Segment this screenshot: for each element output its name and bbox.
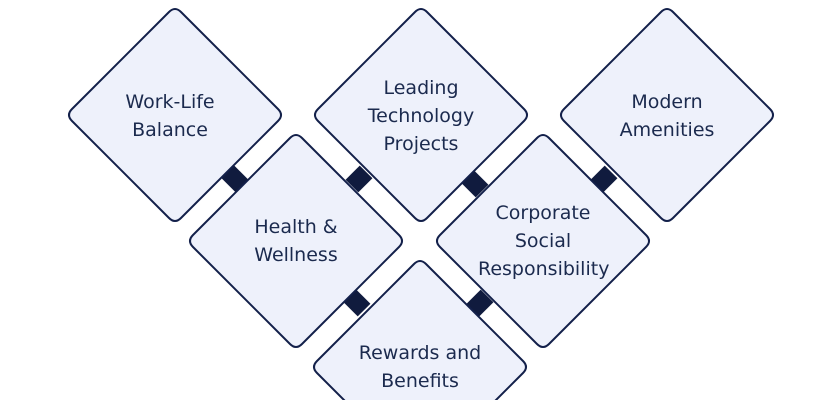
- tile-rewards-benefits: [313, 260, 527, 400]
- connector-rewards-corporate: [466, 289, 494, 317]
- tile-leading-technology-projects: [314, 8, 528, 222]
- tiles: [68, 8, 774, 400]
- connector-health-technology: [345, 165, 373, 193]
- label-health-wellness: Health & Wellness: [254, 216, 338, 266]
- label-corporate-social-responsibility: Corporate Social Responsibility: [478, 202, 610, 280]
- tile-modern-amenities: [560, 8, 774, 222]
- tile-health-wellness: [189, 134, 403, 348]
- label-work-life-balance: Work-Life Balance: [125, 91, 215, 141]
- tile-corporate-social-responsibility: [436, 134, 650, 348]
- label-rewards-benefits: Rewards and Benefits: [358, 342, 482, 392]
- tile-work-life-balance: [68, 8, 282, 222]
- label-modern-amenities: Modern Amenities: [619, 91, 715, 141]
- label-leading-technology-projects: Leading Technology Projects: [367, 77, 475, 155]
